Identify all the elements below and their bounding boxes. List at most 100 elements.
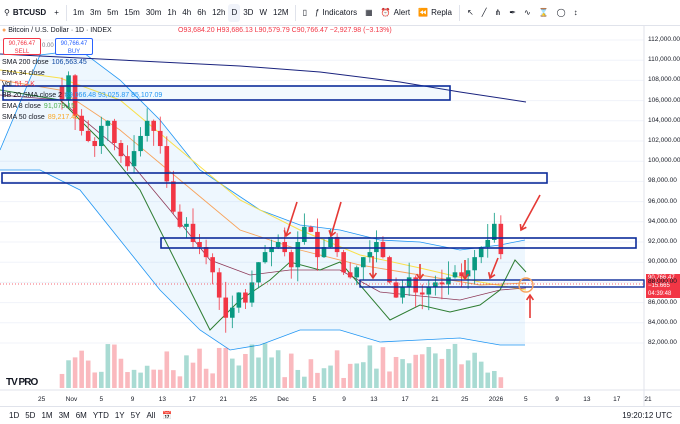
time-axis-label: 25 xyxy=(461,396,469,403)
range-ytd-button[interactable]: YTD xyxy=(92,411,109,420)
legend-row[interactable]: EMA 8 close 91,079.15 xyxy=(2,101,162,112)
candle-body xyxy=(302,226,307,242)
bollinger-lower-line xyxy=(0,169,525,351)
grid-icon: ▦ xyxy=(365,8,373,17)
time-axis-label: 21 xyxy=(644,396,652,403)
red-arrow xyxy=(520,194,541,231)
visibility-eye-icon[interactable]: ● xyxy=(2,27,7,34)
alert-label: Alert xyxy=(393,8,411,17)
sell-label: SELL xyxy=(14,49,30,55)
layouts-button[interactable]: ▦ xyxy=(361,0,377,26)
timeframe-d-button[interactable]: D xyxy=(228,3,241,22)
support-zone-90k xyxy=(359,279,645,288)
trendline-tool-button[interactable]: ╱ xyxy=(478,0,491,26)
volume-bar xyxy=(452,343,458,388)
range-1d-button[interactable]: 1D xyxy=(9,411,20,420)
timeframe-15m-button[interactable]: 15m xyxy=(124,8,140,17)
legend-row[interactable]: Vol 51.2 K xyxy=(2,79,162,90)
timeframe-5m-button[interactable]: 5m xyxy=(107,8,119,17)
price-axis-label: 82,000.00 xyxy=(648,339,677,346)
candle-body xyxy=(406,277,412,288)
range-1m-button[interactable]: 1M xyxy=(41,411,53,420)
symbol-title-row: ● Bitcoin / U.S. Dollar · 1D · INDEX xyxy=(2,27,112,34)
range-all-button[interactable]: All xyxy=(146,411,156,420)
shape-tool-button[interactable]: ◯ xyxy=(553,0,570,26)
volume-bar xyxy=(92,372,98,388)
legend-row[interactable]: BB 20 SMA close 2 89,066.48 93,025.87 85,… xyxy=(2,90,162,101)
candle-body xyxy=(125,156,130,167)
price-chart[interactable] xyxy=(0,26,680,406)
candle-body xyxy=(210,257,215,273)
volume-bar xyxy=(131,369,137,388)
legend-row[interactable]: EMA 34 close xyxy=(2,68,162,79)
sell-button[interactable]: 90,766.47 SELL xyxy=(3,38,41,55)
candle-body xyxy=(334,236,340,253)
replay-button[interactable]: ⏪ Repla xyxy=(414,0,456,26)
red-arrow xyxy=(330,201,342,237)
volume-bar xyxy=(315,372,320,388)
pattern-tool-button[interactable]: ∿ xyxy=(520,0,535,26)
brush-tool-button[interactable]: ✒ xyxy=(505,0,520,26)
legend-value: 91,079.15 xyxy=(43,103,76,110)
volume-bar xyxy=(249,344,255,388)
timeframe-1m-button[interactable]: 1m xyxy=(72,8,84,17)
candle-body xyxy=(144,120,150,136)
time-axis-label: 5 xyxy=(524,396,528,403)
range-5y-button[interactable]: 5Y xyxy=(130,411,141,420)
volume-bar xyxy=(295,369,301,388)
volume-bar xyxy=(321,368,327,388)
candle-body xyxy=(59,85,65,101)
cursor-tool-button[interactable]: ↖ xyxy=(463,0,478,26)
timeframe-3m-button[interactable]: 3m xyxy=(90,8,102,17)
candle-body xyxy=(203,247,209,258)
range-5d-button[interactable]: 5D xyxy=(25,411,36,420)
range-1y-button[interactable]: 1Y xyxy=(114,411,125,420)
candle-body xyxy=(236,292,242,308)
add-symbol-button[interactable]: + xyxy=(50,0,63,26)
volume-bar xyxy=(413,354,418,388)
chart-title: Bitcoin / U.S. Dollar · 1D · INDEX xyxy=(8,27,112,34)
volume-bar xyxy=(498,377,504,388)
measure-tool-button[interactable]: ↕ xyxy=(570,0,582,26)
legend-value: 51.2 K xyxy=(14,81,35,88)
timeframe-30m-button[interactable]: 30m xyxy=(145,8,162,17)
ruler-icon: ↕ xyxy=(573,8,578,17)
candle-body xyxy=(426,287,432,295)
timeframe-1h-button[interactable]: 1h xyxy=(167,8,177,17)
timeframe-6h-button[interactable]: 6h xyxy=(197,8,207,17)
replay-label: Repla xyxy=(431,8,452,17)
candle-body xyxy=(465,270,471,277)
utc-clock[interactable]: 19:20:12 UTC xyxy=(622,411,672,420)
volume-bar xyxy=(190,362,196,388)
timeframe-4h-button[interactable]: 4h xyxy=(182,8,192,17)
indicator-legend: SMA 200 close 106,563.45 EMA 34 close Vol 51… xyxy=(2,57,162,123)
timeframe-w-button[interactable]: W xyxy=(259,8,268,17)
red-arrow xyxy=(285,201,298,237)
candle-body xyxy=(472,257,477,271)
legend-row[interactable]: SMA 50 close 89,217.40 xyxy=(2,112,162,123)
projection-tool-button[interactable]: ⌛ xyxy=(535,0,553,26)
candle-body xyxy=(79,115,84,131)
timeframe-12h-button[interactable]: 12h xyxy=(212,8,226,17)
volume-bar xyxy=(341,377,346,388)
indicators-label: Indicators xyxy=(322,8,358,17)
alert-button[interactable]: ⏰ Alert xyxy=(377,0,414,26)
legend-row[interactable]: SMA 200 close 106,563.45 xyxy=(2,57,162,68)
range-3m-button[interactable]: 3M xyxy=(58,411,70,420)
time-axis-label: 5 xyxy=(99,396,104,403)
candle-body xyxy=(478,247,484,258)
indicators-button[interactable]: ƒ Indicators xyxy=(311,0,361,26)
symbol-search-button[interactable]: ⚲ BTCUSD xyxy=(0,0,50,26)
red-arrow-head xyxy=(328,230,337,238)
candle-body xyxy=(498,223,504,255)
volume-bar xyxy=(459,364,464,388)
timeframe-12m-button[interactable]: 12M xyxy=(273,8,289,17)
timeframe-3d-button[interactable]: 3D xyxy=(243,8,254,17)
range-6m-button[interactable]: 6M xyxy=(75,411,87,420)
volume-bar xyxy=(380,347,386,388)
chart-type-button[interactable]: ▯ xyxy=(299,0,311,26)
buy-button[interactable]: 90,766.47 BUY xyxy=(55,38,93,55)
pitchfork-tool-button[interactable]: ⋔ xyxy=(491,0,506,26)
calendar-icon[interactable]: 📅 xyxy=(162,411,173,420)
volume-bar xyxy=(85,360,91,388)
